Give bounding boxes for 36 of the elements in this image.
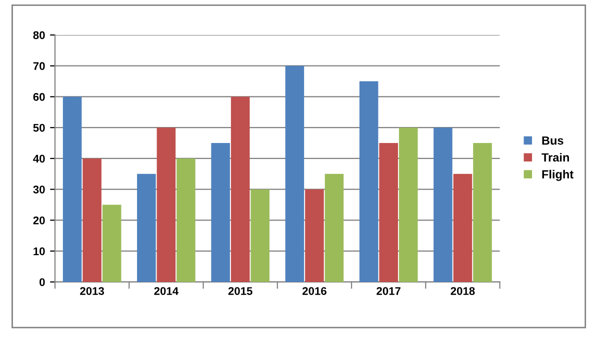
bar	[137, 174, 156, 282]
x-tick-label: 2015	[228, 287, 252, 295]
bar	[250, 189, 270, 282]
y-tick-label: 30	[33, 186, 45, 194]
bar	[359, 81, 378, 282]
bar	[379, 143, 398, 282]
bar	[211, 143, 230, 282]
x-tick-label: 2013	[80, 287, 104, 295]
y-tick-label: 40	[33, 154, 45, 163]
bar	[324, 174, 344, 282]
bar	[285, 66, 304, 282]
bar	[176, 158, 196, 282]
bar	[102, 204, 122, 282]
bar	[453, 174, 472, 282]
y-tick-label: 50	[33, 124, 45, 132]
legend-label: Train	[542, 152, 569, 162]
bar	[230, 96, 250, 282]
x-tick-label: 2016	[302, 287, 326, 295]
y-tick-label: 60	[33, 92, 45, 101]
bar	[156, 128, 176, 282]
bar	[62, 96, 82, 282]
y-tick-label: 10	[34, 247, 45, 256]
bar	[305, 189, 324, 282]
bar	[398, 128, 418, 282]
bar	[473, 143, 492, 282]
bar	[434, 128, 452, 282]
y-tick-label: 70	[33, 62, 45, 70]
y-tick-label: 0	[40, 278, 45, 286]
legend-label: Flight	[542, 170, 574, 181]
y-tick-label: 20	[33, 216, 45, 224]
legend-label: Bus	[542, 136, 564, 145]
bar	[82, 158, 102, 282]
x-tick-label: 2017	[376, 287, 400, 295]
y-tick-label: 80	[33, 31, 45, 40]
x-tick-label: 2014	[154, 287, 178, 295]
x-tick-label: 2018	[450, 287, 475, 295]
